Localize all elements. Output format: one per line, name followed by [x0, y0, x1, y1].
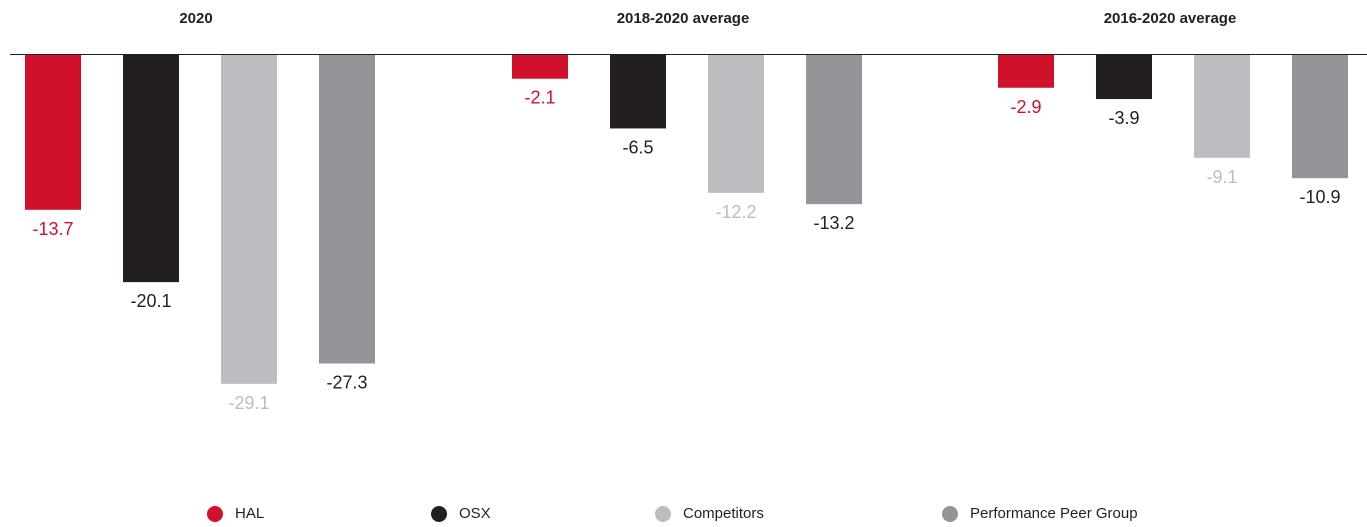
legend-item-performance-peer-group: Performance Peer Group: [942, 505, 1138, 522]
bar-competitors-2016-2020-average: [1194, 55, 1250, 158]
bar-performance-peer-group-2016-2020-average: [1292, 55, 1348, 179]
bar-hal-2020: [25, 55, 81, 210]
bar-competitors-2020: [221, 55, 277, 384]
legend-dot-osx-icon: [431, 505, 447, 522]
legend-item-hal: HAL: [207, 505, 264, 522]
bar-hal-2016-2020-average: [998, 55, 1054, 88]
group-title-2018-2020-average: 2018-2020 average: [617, 10, 750, 27]
value-label-osx-2020: -20.1: [130, 291, 171, 311]
legend-label-hal: HAL: [235, 505, 265, 522]
value-label-osx-2016-2020-average: -3.9: [1108, 108, 1139, 128]
legend-dot-hal-icon: [207, 505, 223, 522]
bar-osx-2020: [123, 55, 179, 283]
value-label-performance-peer-group-2020: -27.3: [326, 372, 367, 392]
value-label-competitors-2016-2020-average: -9.1: [1206, 167, 1237, 187]
value-label-performance-peer-group-2018-2020-average: -13.2: [813, 213, 854, 233]
value-label-hal-2016-2020-average: -2.9: [1010, 97, 1041, 117]
group-title-2016-2020-average: 2016-2020 average: [1104, 10, 1237, 27]
value-label-competitors-2020: -29.1: [228, 393, 269, 413]
bar-hal-2018-2020-average: [512, 55, 568, 79]
value-label-osx-2018-2020-average: -6.5: [622, 137, 653, 157]
value-label-hal-2018-2020-average: -2.1: [524, 88, 555, 108]
value-label-hal-2020: -13.7: [32, 219, 73, 239]
bar-osx-2018-2020-average: [610, 55, 666, 129]
legend-item-competitors: Competitors: [655, 505, 764, 522]
legend-dot-performance-peer-group-icon: [942, 505, 958, 522]
bar-osx-2016-2020-average: [1096, 55, 1152, 100]
bar-chart: 2020 2018-2020 average 2016-2020 average…: [10, 10, 1367, 413]
legend-label-osx: OSX: [459, 505, 491, 522]
legend-label-performance-peer-group: Performance Peer Group: [970, 505, 1138, 522]
bar-performance-peer-group-2018-2020-average: [806, 55, 862, 205]
value-label-performance-peer-group-2016-2020-average: -10.9: [1299, 187, 1340, 207]
legend-item-osx: OSX: [431, 505, 491, 522]
legend: HAL OSX Competitors Performance Peer Gro…: [0, 505, 1367, 527]
value-label-competitors-2018-2020-average: -12.2: [715, 202, 756, 222]
bar-competitors-2018-2020-average: [708, 55, 764, 193]
legend-label-competitors: Competitors: [683, 505, 764, 522]
bar-performance-peer-group-2020: [319, 55, 375, 364]
legend-dot-competitors-icon: [655, 505, 671, 522]
group-title-2020: 2020: [179, 10, 212, 27]
